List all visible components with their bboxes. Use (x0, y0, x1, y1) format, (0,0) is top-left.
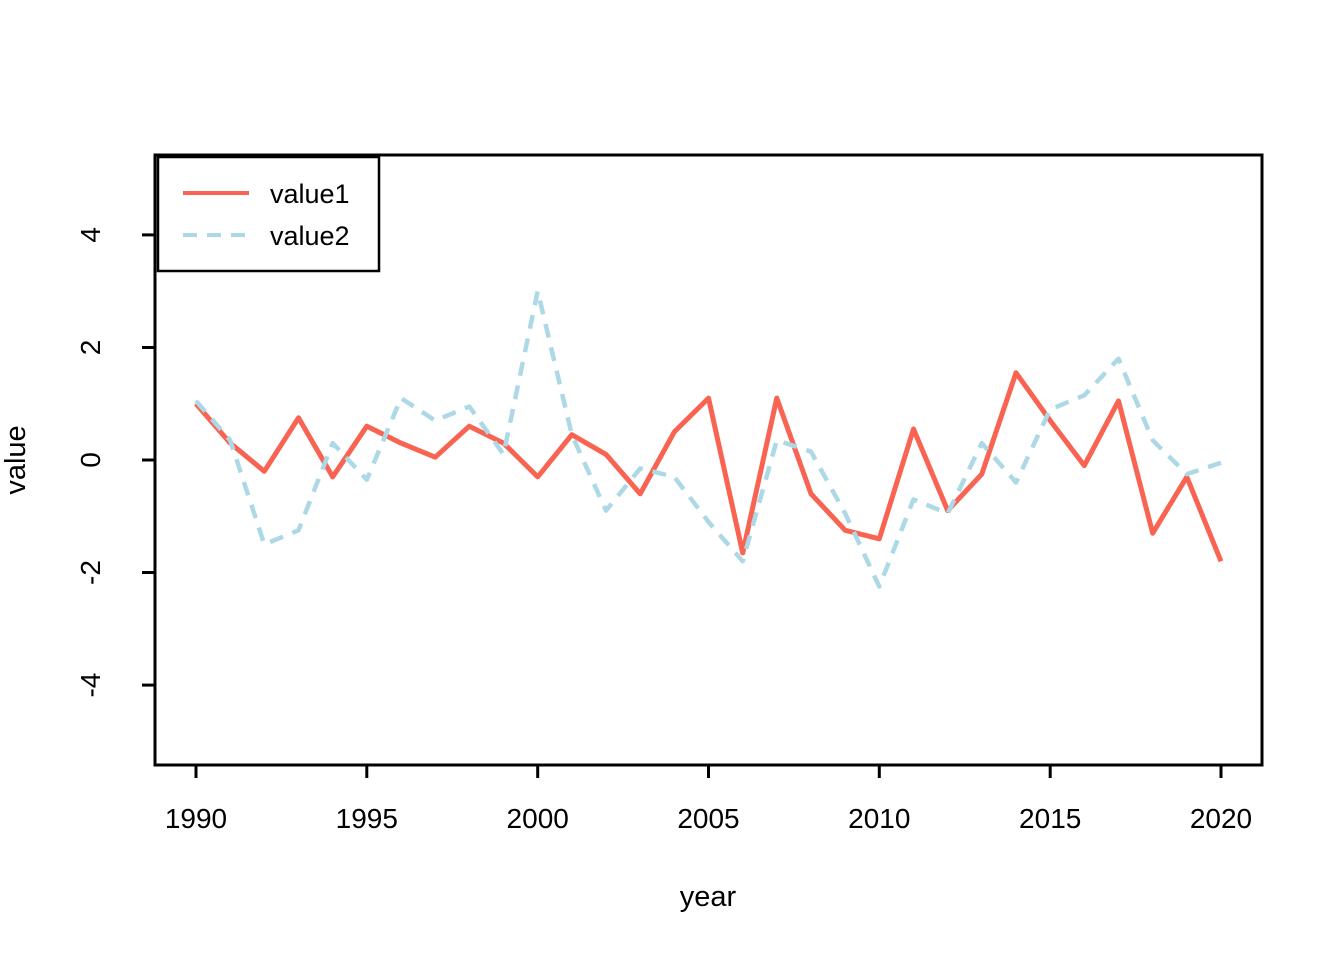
x-axis: 1990 1995 2000 2005 2010 2015 2020 (165, 765, 1252, 834)
y-tick-label: -2 (75, 560, 106, 585)
x-tick-label: 2010 (848, 803, 910, 834)
x-tick-label: 2000 (507, 803, 569, 834)
series-value1-line (194, 370, 1224, 563)
legend-box (156, 155, 381, 273)
series-value2-line (194, 288, 1222, 589)
series-group (194, 288, 1224, 589)
y-axis-title: value (0, 425, 32, 494)
x-axis-title: year (680, 881, 737, 913)
y-tick-label: 4 (75, 227, 106, 243)
x-tick-label: 2015 (1019, 803, 1081, 834)
x-tick-label: 1995 (336, 803, 398, 834)
y-tick-label: -4 (75, 673, 106, 698)
y-axis: -4 -2 0 2 4 (75, 227, 155, 698)
y-tick-label: 0 (75, 452, 106, 468)
x-tick-label: 1990 (165, 803, 227, 834)
legend-label-value2: value2 (270, 221, 350, 251)
x-tick-label: 2020 (1190, 803, 1252, 834)
y-tick-label: 2 (75, 340, 106, 356)
x-tick-label: 2005 (677, 803, 739, 834)
legend: value1 value2 (156, 155, 381, 273)
legend-label-value1: value1 (270, 179, 350, 209)
